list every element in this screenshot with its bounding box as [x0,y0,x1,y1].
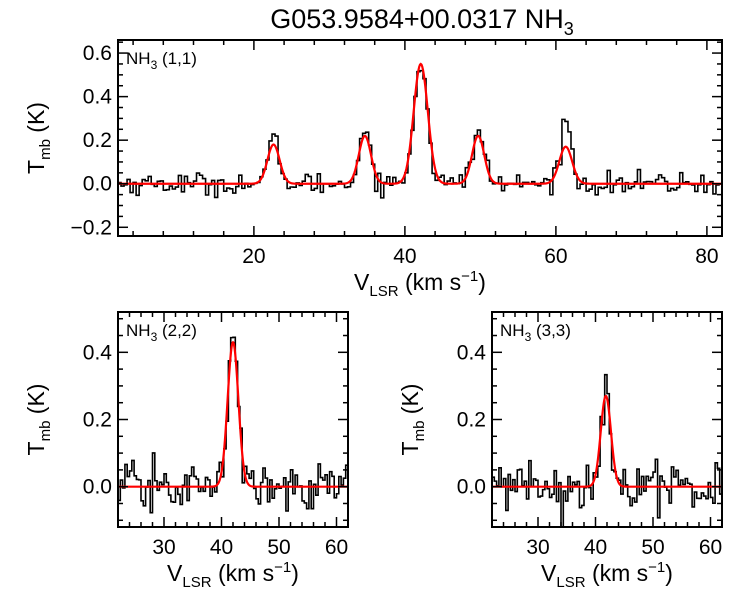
y-axis-label-unit: (K) [23,102,49,139]
y-axis-label-subscript: mb [37,139,54,160]
y-axis-label-subscript: mb [411,421,428,442]
panel-label-main: NH [126,49,151,68]
y-tick-label: 0.2 [83,409,112,432]
x-tick-label: 30 [152,536,175,559]
x-axis-label-end: ) [665,560,673,586]
page-title-subscript: 3 [564,19,574,39]
x-axis-label-subscript: LSR [369,283,398,300]
x-axis-label-end: ) [291,560,299,586]
panel-label-main: NH [500,321,525,340]
x-tick-label: 60 [699,536,722,559]
y-tick-label: 0.0 [83,173,112,196]
y-axis-label-main: T [23,441,49,455]
x-axis-label-end: ) [478,269,486,295]
y-tick-label: 0.2 [457,409,486,432]
y-tick-label: 0.6 [83,42,112,65]
y-axis-label-main: T [23,160,49,174]
y-axis-label: Tmb (K) [397,384,428,456]
model-fit-line [492,394,722,488]
x-axis-label-unit: (km s [212,560,275,586]
x-axis-label-main: V [354,269,370,295]
y-axis-label-unit: (K) [23,384,49,421]
y-axis-label-subscript: mb [37,421,54,442]
plot-frame [117,39,723,237]
panel-label-main: NH [126,321,151,340]
x-tick-label: 60 [544,245,567,268]
x-axis-label: VLSR (km s−1) [541,559,673,591]
page-title-main: G053.9584+00.0317 NH [270,4,563,34]
panel-label-transition: (2,2) [157,321,197,340]
x-tick-label: 20 [242,245,265,268]
x-tick-label: 50 [267,536,290,559]
y-tick-label: 0.4 [457,341,487,364]
panel-nh3-22: 30 40 50 60 0.0 0.2 0.4 VLSR (km s−1) Tmb (K) NH3… [23,311,349,591]
observed-spectrum [118,69,722,199]
y-axis-label: Tmb (K) [23,384,54,456]
x-axis-label-unit: (km s [399,269,462,295]
panel-label-transition: (3,3) [531,321,571,340]
y-tick-label: −0.2 [71,216,112,239]
x-tick-label: 50 [641,536,664,559]
x-axis-label: VLSR (km s−1) [354,268,486,300]
panel-label-subscript: 3 [151,330,158,344]
y-axis-label-main: T [397,441,423,455]
x-axis-label-superscript: −1 [648,559,665,576]
panel-label-transition: (1,1) [157,49,197,68]
x-tick-label: 30 [526,536,549,559]
x-axis-label-main: V [167,560,183,586]
x-axis-label-subscript: LSR [182,574,211,591]
panel-nh3-33: 30 40 50 60 0.0 0.2 0.4 VLSR (km s−1) Tmb (K) NH3… [397,311,723,591]
observed-spectrum [492,373,722,527]
x-axis-label-superscript: −1 [461,268,478,285]
y-tick-label: 0.0 [457,476,486,499]
panel-label-subscript: 3 [151,58,158,72]
model-fit-line [118,62,722,185]
x-tick-label: 40 [584,536,607,559]
y-tick-label: 0.4 [83,86,113,109]
y-tick-label: 0.0 [83,476,112,499]
x-tick-label: 60 [325,536,348,559]
y-tick-label: 0.2 [83,129,112,152]
panel-label: NH3 (1,1) [126,49,197,72]
x-tick-label: 40 [393,245,416,268]
page-title: G053.9584+00.0317 NH3 [270,4,574,39]
y-axis-label: Tmb (K) [23,102,54,174]
panel-nh3-11: 20 40 60 80 −0.2 0.0 0.2 0.4 0.6 VLSR (km s−1) Tmb… [23,39,723,300]
x-tick-label: 40 [210,536,233,559]
y-axis-label-unit: (K) [397,384,423,421]
x-axis-label-superscript: −1 [274,559,291,576]
x-tick-label: 80 [695,245,718,268]
model-fit-line [118,340,348,488]
x-axis-label: VLSR (km s−1) [167,559,299,591]
panel-label-subscript: 3 [525,330,532,344]
y-tick-label: 0.4 [83,341,113,364]
x-axis-label-main: V [541,560,557,586]
x-axis-label-unit: (km s [586,560,649,586]
observed-spectrum [118,336,348,514]
panel-label: NH3 (2,2) [126,321,197,344]
x-axis-label-subscript: LSR [556,574,585,591]
panel-label: NH3 (3,3) [500,321,571,344]
